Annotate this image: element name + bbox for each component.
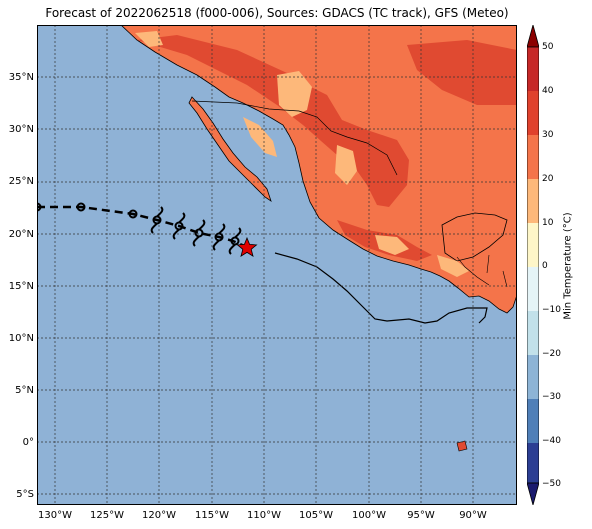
colorbar-segment xyxy=(527,399,539,443)
cyclone-symbol-icon xyxy=(212,223,226,251)
colorbar-segment xyxy=(527,135,539,179)
us-mexico-border xyxy=(191,100,398,176)
colorbar-segment xyxy=(527,267,539,311)
lon-label: 100°W xyxy=(352,510,386,521)
map-frame xyxy=(37,25,517,505)
colorbar-axis-label: Min Temperature (°C) xyxy=(562,212,574,320)
tc-track-line xyxy=(37,205,248,249)
colorbar-top-arrow xyxy=(527,25,539,48)
land-mild-3 xyxy=(335,145,357,185)
lon-label: 115°W xyxy=(195,510,229,521)
colorbar-bottom-arrow xyxy=(527,482,539,505)
colorbar-tick-label: −10 xyxy=(542,305,561,315)
tc-past-point xyxy=(128,209,138,219)
land-mild-6 xyxy=(135,31,163,47)
galapagos-islands xyxy=(456,440,468,452)
cyclone-symbol-icon xyxy=(228,227,242,255)
land-hot-north xyxy=(137,35,409,207)
tc-past-markers xyxy=(37,202,138,219)
tc-forecast-markers xyxy=(150,206,242,255)
colorbar-tick-label: 30 xyxy=(542,130,554,140)
lon-label: 120°W xyxy=(142,510,176,521)
colorbar-segment xyxy=(527,355,539,399)
colorbar-tick-label: −30 xyxy=(542,392,561,402)
land-baja xyxy=(188,96,272,202)
land-mild-2 xyxy=(243,117,277,157)
lat-label: 15°N xyxy=(8,281,34,292)
colorbar-segment xyxy=(527,47,539,91)
trench-line xyxy=(274,252,488,324)
colorbar-tick-label: 10 xyxy=(542,218,554,228)
colorbar-tick-label: 50 xyxy=(542,42,554,52)
lat-label: 10°N xyxy=(8,333,34,344)
colorbar-segment xyxy=(527,443,539,483)
colorbar-tick-label: 40 xyxy=(542,86,554,96)
colorbar-segment xyxy=(527,179,539,223)
lon-label: 110°W xyxy=(247,510,281,521)
cyclone-symbol-icon xyxy=(192,219,206,247)
colorbar-tick-label: −50 xyxy=(542,479,561,489)
lon-label: 95°W xyxy=(407,510,435,521)
lat-label: 20°N xyxy=(8,229,34,240)
colorbar-segment xyxy=(527,311,539,355)
map-panel xyxy=(37,25,517,505)
lon-label: 90°W xyxy=(459,510,487,521)
land-mild-4 xyxy=(375,235,409,255)
lat-label: 5°N xyxy=(15,385,34,396)
cyclone-symbol-icon xyxy=(172,212,186,240)
colorbar-tick-label: −20 xyxy=(542,349,561,359)
lat-label: 5°S xyxy=(16,489,34,500)
colorbar-tick-label: −40 xyxy=(542,436,561,446)
land-mild-1 xyxy=(277,71,312,117)
colorbar-segment xyxy=(527,223,539,267)
lon-label: 125°W xyxy=(90,510,124,521)
colorbar-tick-label: 0 xyxy=(542,261,548,271)
land-hot-ne xyxy=(407,40,517,105)
central-america-borders xyxy=(456,254,508,288)
land-mild-5 xyxy=(437,255,469,277)
lat-label: 25°N xyxy=(8,176,34,187)
current-position-star-icon xyxy=(236,236,258,257)
lon-label: 105°W xyxy=(299,510,333,521)
lon-label: 130°W xyxy=(38,510,72,521)
colorbar-tick-label: 20 xyxy=(542,174,554,184)
tc-past-point xyxy=(37,202,42,212)
tc-past-point xyxy=(76,202,86,212)
lat-label: 35°N xyxy=(8,72,34,83)
colorbar xyxy=(527,25,539,505)
colorbar-segment xyxy=(527,91,539,135)
lat-label: 0° xyxy=(22,437,34,448)
grid xyxy=(37,25,517,505)
land-mainland xyxy=(120,25,517,314)
cyclone-symbol-icon xyxy=(150,206,164,234)
land-yucatan xyxy=(441,212,508,262)
chart-title: Forecast of 2022062518 (f000-006), Sourc… xyxy=(45,6,509,20)
lat-label: 30°N xyxy=(8,124,34,135)
